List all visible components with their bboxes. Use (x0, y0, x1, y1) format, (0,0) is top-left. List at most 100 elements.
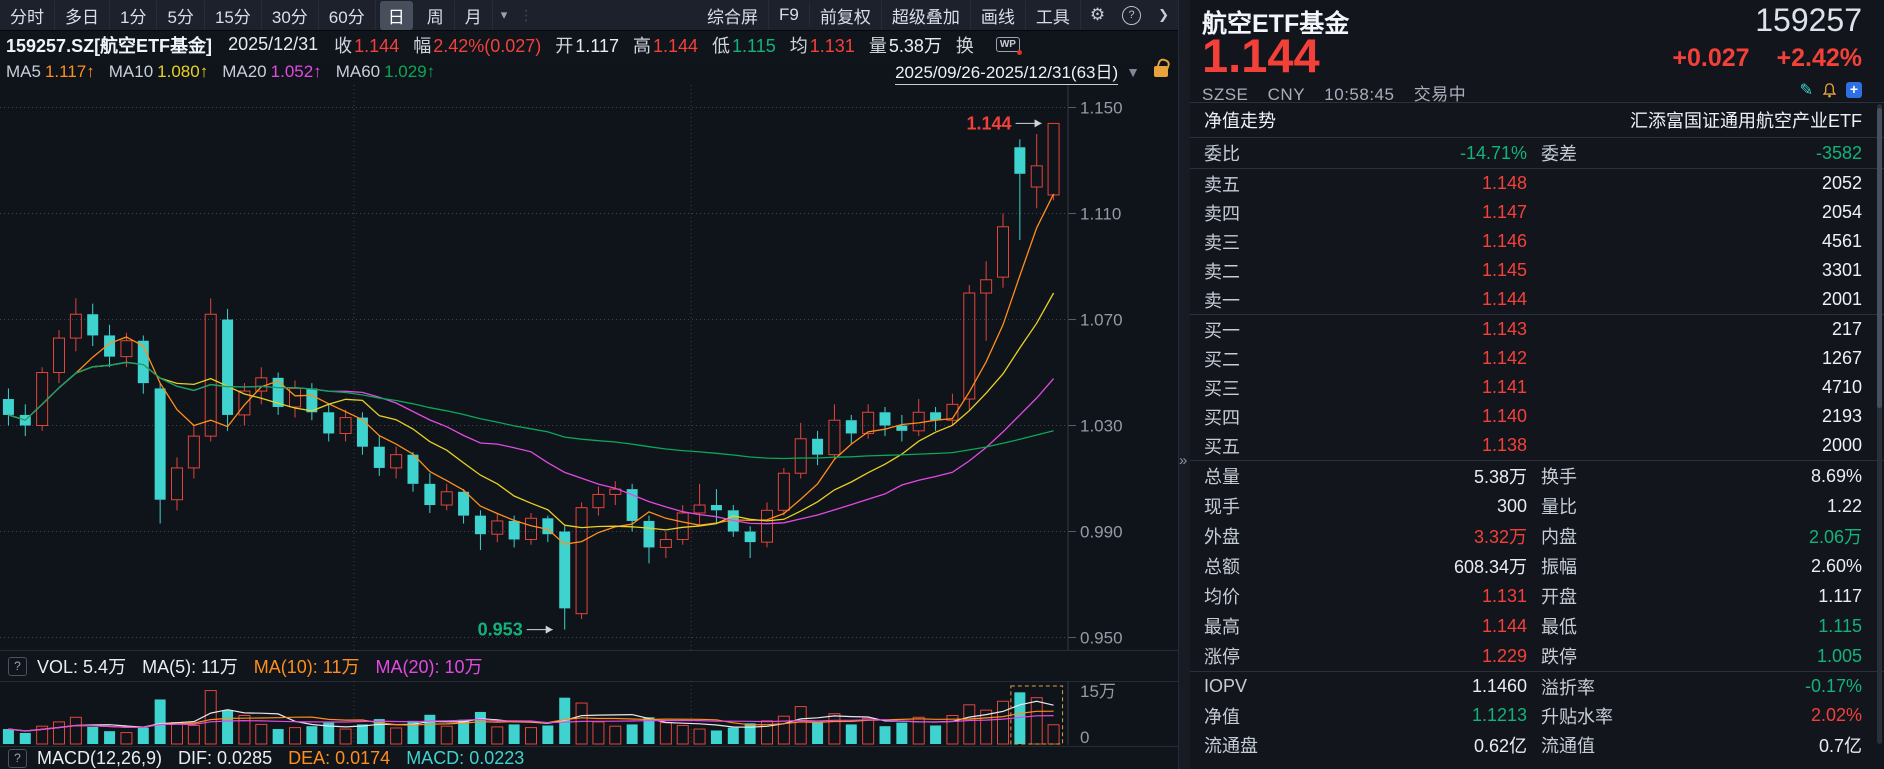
unlock-icon[interactable] (1154, 66, 1168, 77)
toolbar-action-2[interactable]: 前复权 (810, 0, 882, 30)
ma-value: 1.117↑ (44, 61, 95, 81)
ma-indicator-row: MA5 1.117↑ MA10 1.080↑ MA20 1.052↑ MA60 1.029↑ … (0, 58, 1184, 85)
volume-chart[interactable]: 15万 0 (0, 681, 1178, 747)
quote-field-0: 收 1.144 (334, 32, 399, 58)
ma-label: MA10 (108, 61, 154, 81)
ask-row[interactable]: 卖四 1.147 2054 (1190, 198, 1884, 227)
date-range-label[interactable]: 2025/09/26-2025/12/31(63日) (895, 58, 1119, 85)
toolbar-period-9[interactable]: 月 (455, 0, 493, 30)
macd-value-2: MACD: 0.0223 (406, 748, 525, 768)
price-axis-label: 1.070 (1080, 311, 1123, 330)
quote-field-value: 5.38万 (888, 35, 942, 56)
toolbar-action-4[interactable]: 画线 (971, 0, 1026, 30)
stat-label: 换手 (1541, 467, 1577, 487)
ma-label: MA5 (6, 61, 41, 81)
quote-fields: 收 1.144 幅 2.42%(0.027) 开 1.117 高 1.144 低 1.115 均 1.… (334, 32, 990, 58)
bid-qty: 2000 (1821, 435, 1862, 455)
toolbar-period-0[interactable]: 分时 (0, 0, 55, 30)
scrollbar[interactable] (1877, 104, 1882, 744)
stat-value: 3.32万 (1473, 527, 1527, 547)
volume-axis-top-label: 15万 (1080, 682, 1116, 701)
toolbar-action-3[interactable]: 超级叠加 (882, 0, 971, 30)
weicha-label: 委差 (1541, 144, 1577, 164)
stat-label: 现手 (1204, 497, 1240, 517)
range-dropdown-icon[interactable]: ▼ (1126, 63, 1140, 80)
stat-label: 振幅 (1541, 557, 1577, 577)
stat-label: 开盘 (1541, 587, 1577, 607)
toolbar-action-1[interactable]: F9 (769, 3, 810, 27)
toolbar-period-2[interactable]: 1分 (110, 0, 158, 30)
ma-value: 1.052↑ (270, 61, 322, 81)
stat-label: IOPV (1204, 676, 1248, 696)
symbol-label[interactable]: 159257.SZ[航空ETF基金] (6, 35, 213, 56)
fund-stat-row: 流通盘 0.62亿 流通值 0.7亿 (1190, 730, 1884, 759)
wp-window-icon[interactable]: WP (995, 37, 1023, 55)
volume-axis-zero-label: 0 (1080, 728, 1089, 747)
bid-label: 买四 (1204, 407, 1240, 428)
bid-row[interactable]: 买一 1.143 217 (1190, 315, 1884, 344)
toolbar-period-3[interactable]: 5分 (157, 0, 205, 30)
ask-levels: 卖五 1.148 2052 卖四 1.147 2054 卖三 1.146 4561 卖二 1.145… (1190, 169, 1884, 314)
volume-indicator-header: ? VOL: 5.4万 MA(5): 11万 MA(10): 11万 MA(20):… (0, 650, 1186, 682)
stat-value: 1.005 (1816, 645, 1862, 666)
fund-stat-row: IOPV 1.1460 溢折率 -0.17% (1190, 672, 1884, 701)
toolbar-action-5[interactable]: 工具 (1026, 0, 1081, 30)
toolbar-period-5[interactable]: 30分 (262, 0, 319, 30)
stat-value: 2.02% (1810, 705, 1862, 725)
toolbar-period-8[interactable]: 周 (417, 0, 455, 30)
help-icon[interactable]: ? (1122, 5, 1142, 25)
ask-label: 卖二 (1204, 261, 1240, 282)
candlestick-chart[interactable]: 1.150 1.110 1.070 1.030 0.990 0.950 1.144 0.953 (0, 85, 1178, 650)
nav-row: 净值走势 汇添富国证通用航空产业ETF (1190, 103, 1884, 137)
quote-field-label: 量 (868, 35, 887, 56)
ma-value: 1.029↑ (384, 61, 436, 81)
ask-row[interactable]: 卖三 1.146 4561 (1190, 227, 1884, 256)
add-to-watchlist-icon[interactable]: + (1846, 82, 1862, 98)
ma-label: MA20 (222, 61, 267, 81)
stat-value: 1.1460 (1471, 676, 1527, 696)
volume-help-icon[interactable]: ? (8, 656, 27, 676)
ask-price: 1.146 (1481, 231, 1527, 251)
toolbar-period-7[interactable]: 日 (379, 0, 413, 30)
alert-bell-icon[interactable] (1821, 82, 1838, 99)
bid-row[interactable]: 买四 1.140 2193 (1190, 402, 1884, 431)
stat-label: 均价 (1204, 587, 1240, 607)
ma-item-1: MA10 1.080↑ (109, 62, 208, 82)
price-change: +0.027 +2.42% (1652, 44, 1862, 73)
macd-help-icon[interactable]: ? (8, 749, 27, 768)
toolbar-action-0[interactable]: 综合屏 (697, 0, 769, 30)
macd-name[interactable]: MACD(12,26,9) (37, 748, 163, 768)
quote-field-value: 1.144 (354, 35, 400, 56)
ask-row[interactable]: 卖五 1.148 2052 (1190, 169, 1884, 198)
edit-icon[interactable]: ✎ (1799, 82, 1813, 99)
toolbar-period-4[interactable]: 15分 (205, 0, 262, 30)
scrollbar-thumb[interactable] (1877, 108, 1882, 408)
gear-icon[interactable]: ⚙ (1089, 5, 1106, 24)
ask-price: 1.144 (1481, 289, 1527, 309)
ask-row[interactable]: 卖二 1.145 3301 (1190, 256, 1884, 285)
bid-row[interactable]: 买三 1.141 4710 (1190, 373, 1884, 402)
quote-field-value: 1.117 (575, 35, 619, 56)
volume-ma-1: MA(10): 11万 (253, 657, 360, 677)
trade-stat-row: 最高 1.144 最低 1.115 (1190, 611, 1884, 641)
bid-row[interactable]: 买五 1.138 2000 (1190, 431, 1884, 460)
quote-field-label: 幅 (413, 35, 432, 56)
ask-label: 卖四 (1204, 203, 1240, 224)
toolbar-period-6[interactable]: 60分 (319, 0, 376, 30)
bid-row[interactable]: 买二 1.142 1267 (1190, 344, 1884, 373)
quote-field-3: 高 1.144 (633, 32, 698, 58)
bid-price: 1.141 (1481, 377, 1527, 397)
quote-field-label: 高 (633, 35, 651, 56)
toolbar-separator-dots: ⋮ (519, 6, 534, 23)
collapse-panel-icon[interactable]: » (1179, 452, 1188, 469)
date-range-control: 2025/09/26-2025/12/31(63日) ▼ (895, 58, 1184, 85)
quote-field-4: 低 1.115 (712, 32, 776, 58)
stat-label: 总量 (1204, 467, 1240, 487)
price-axis-label: 1.030 (1080, 417, 1123, 436)
expand-toolbar-icon[interactable]: ❯ (1158, 7, 1169, 22)
ask-row[interactable]: 卖一 1.144 2001 (1190, 285, 1884, 314)
nav-trend-label[interactable]: 净值走势 (1204, 111, 1276, 131)
weibi-value: -14.71% (1459, 142, 1527, 163)
toolbar-period-1[interactable]: 多日 (55, 0, 110, 30)
period-dropdown-icon[interactable]: ▾ (500, 7, 508, 22)
